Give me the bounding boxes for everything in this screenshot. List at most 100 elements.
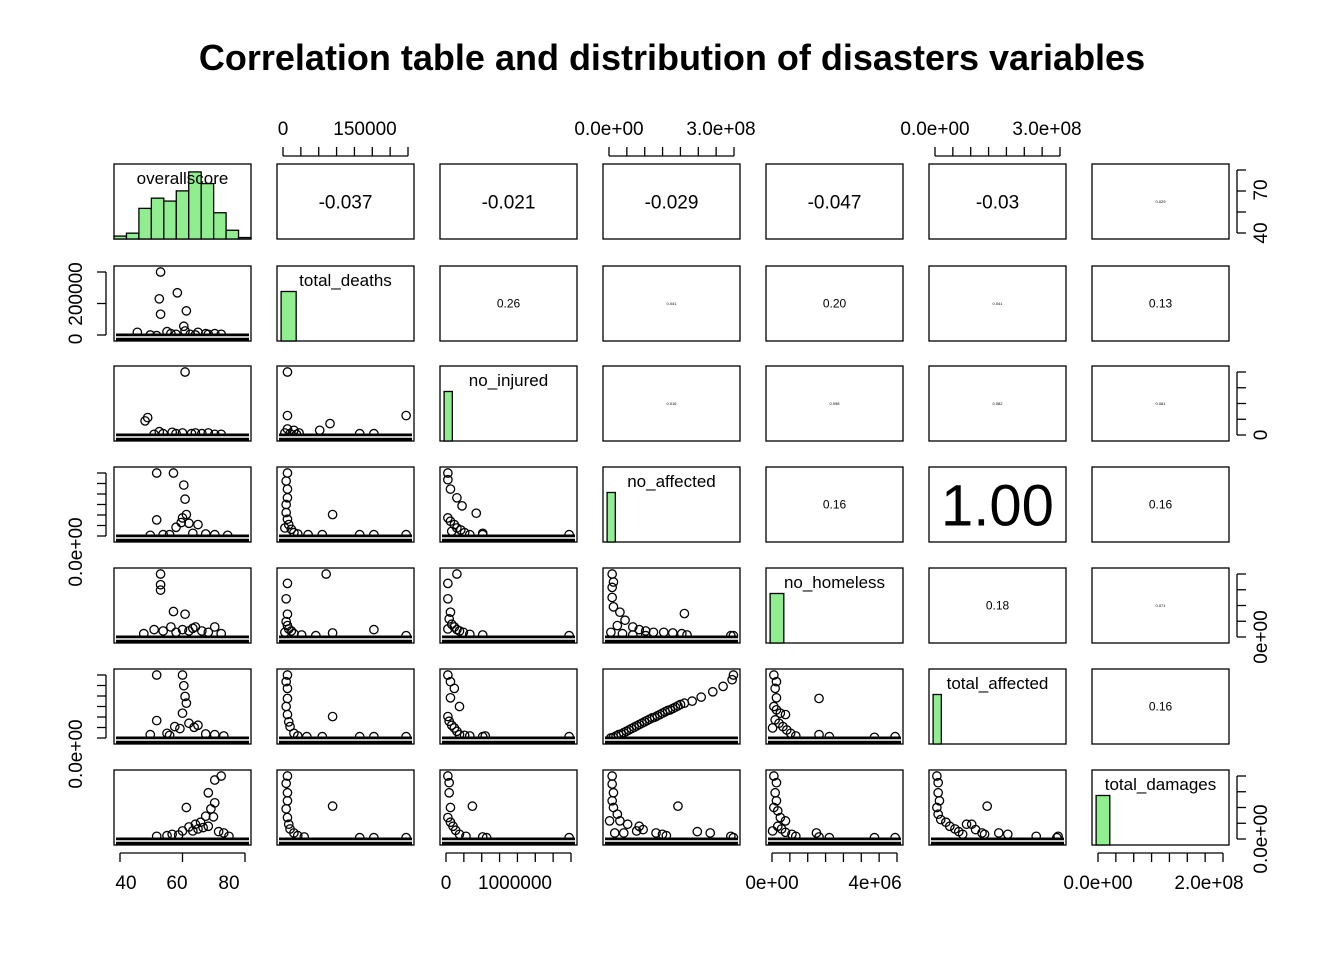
panel-frame-r0-c3 <box>602 163 741 240</box>
scatter-point <box>471 508 482 519</box>
scatter-point <box>155 579 166 590</box>
scatter-point <box>151 715 162 726</box>
scatter-point <box>658 627 669 638</box>
scatter-point <box>282 367 293 377</box>
correlation-value: 1.00 <box>941 474 1054 539</box>
scatter-point <box>282 410 293 421</box>
scatter-point <box>158 626 168 636</box>
scatter-point <box>707 686 718 697</box>
scatter-point <box>934 795 945 806</box>
scatter-point <box>203 787 214 798</box>
scatter-point <box>187 826 198 836</box>
scatter-point <box>443 468 453 478</box>
scatter-point <box>195 817 206 828</box>
scatter-point <box>281 476 292 486</box>
scatter-point <box>181 306 192 316</box>
left-tick-label: 0 <box>66 334 87 345</box>
scatter-point <box>314 425 325 436</box>
scatter-point <box>622 819 633 830</box>
scatter-point <box>178 321 189 332</box>
scatter-point <box>197 626 207 636</box>
correlation-value: 0.082 <box>992 401 1003 406</box>
scatter-point <box>615 816 625 826</box>
scatter-point <box>177 513 188 523</box>
scatter-point <box>175 723 185 734</box>
correlation-value: 0.098 <box>829 401 840 406</box>
scatter-point <box>181 802 192 813</box>
scatter-point <box>770 787 781 798</box>
correlation-value: -0.021 <box>482 193 536 214</box>
scatter-point <box>631 826 642 836</box>
panel-frame-r3-c4 <box>765 466 904 543</box>
panel-frame-r2-c3 <box>602 365 741 442</box>
histogram-bar <box>225 229 240 240</box>
panel-frame-r2-c1 <box>276 365 415 442</box>
scatter-point <box>608 787 619 798</box>
correlation-value: 0.071 <box>1155 603 1166 608</box>
scatter-point <box>445 607 456 618</box>
scatter-point <box>606 627 616 638</box>
panel-frame-r6-c6 <box>1091 769 1230 846</box>
panel-frame-r5-c5 <box>928 668 1067 745</box>
scatter-point <box>155 569 166 579</box>
scatter-point <box>321 569 331 579</box>
scatter-point <box>444 614 455 624</box>
histogram-bar <box>150 197 165 240</box>
bottom-tick-label: 2.0e+08 <box>1174 873 1243 894</box>
scatter-point <box>282 787 293 798</box>
scatter-point <box>180 367 190 377</box>
scatter-point <box>728 670 739 680</box>
correlation-value: -0.047 <box>808 193 862 214</box>
scatter-point <box>282 468 293 478</box>
panel-frame-r6-c4 <box>765 769 904 846</box>
scatter-point <box>283 717 294 727</box>
scatter-point <box>327 801 338 812</box>
scatter-point <box>933 777 944 788</box>
scatter-point <box>443 593 453 604</box>
scatter-point <box>166 622 176 632</box>
scatter-point <box>443 771 453 781</box>
scatter-point <box>935 814 946 825</box>
scatter-point <box>444 787 455 798</box>
scatter-point <box>612 809 623 820</box>
top-tick-label: 0.0e+00 <box>900 119 969 140</box>
scatter-point <box>325 418 335 429</box>
panel-frame-r6-c3 <box>602 769 741 846</box>
scatter-point <box>184 626 194 636</box>
correlation-value: 0.16 <box>823 498 847 512</box>
scatter-point <box>181 698 192 709</box>
scatter-point <box>775 708 786 719</box>
right-tick-label: 40 <box>1251 222 1272 243</box>
correlation-value: -0.03 <box>976 193 1019 214</box>
scatter-point <box>282 795 293 806</box>
panel-frame-r3-c0 <box>113 466 252 543</box>
scatter-point <box>445 692 456 703</box>
scatter-point <box>281 676 292 687</box>
scatter-point <box>993 828 1004 838</box>
scatter-point <box>443 624 453 634</box>
scatter-point <box>180 691 190 702</box>
scatter-point <box>178 680 189 691</box>
scatter-point <box>452 492 462 503</box>
scatter-point <box>607 779 618 789</box>
scatter-point <box>771 692 782 703</box>
scatter-point <box>218 828 229 838</box>
scatter-point <box>651 828 661 838</box>
scatter-point <box>604 816 615 826</box>
correlation-value: 0.16 <box>1149 498 1173 512</box>
scatter-point <box>282 709 293 720</box>
panel-frame-r4-c0 <box>113 567 252 644</box>
scatter-point <box>718 681 728 692</box>
scatter-point <box>454 701 465 712</box>
scatter-point <box>634 624 645 635</box>
scatter-point <box>454 626 465 636</box>
panel-frame-r0-c5 <box>928 163 1067 240</box>
scatter-point <box>443 474 453 485</box>
panel-frame-r5-c6 <box>1091 668 1230 745</box>
scatter-point <box>286 626 297 636</box>
scatter-point <box>171 522 181 533</box>
correlation-value: 0.20 <box>823 297 847 311</box>
scatter-point <box>771 676 782 687</box>
scatter-point <box>281 803 292 814</box>
